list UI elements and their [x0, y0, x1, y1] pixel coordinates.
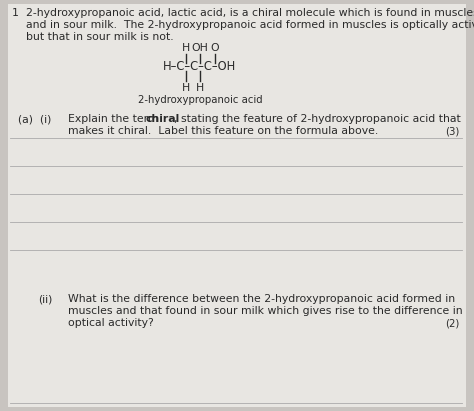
Text: What is the difference between the 2-hydroxypropanoic acid formed in: What is the difference between the 2-hyd…	[68, 294, 455, 304]
Text: H: H	[182, 43, 190, 53]
Text: but that in sour milk is not.: but that in sour milk is not.	[26, 32, 173, 42]
Text: H: H	[196, 83, 204, 93]
Text: H–C–C–C–OH: H–C–C–C–OH	[164, 60, 237, 74]
Text: (2): (2)	[446, 318, 460, 328]
Text: makes it chiral.  Label this feature on the formula above.: makes it chiral. Label this feature on t…	[68, 126, 378, 136]
Text: , stating the feature of 2-hydroxypropanoic acid that: , stating the feature of 2-hydroxypropan…	[174, 114, 461, 124]
Text: H: H	[182, 83, 190, 93]
Text: (3): (3)	[446, 126, 460, 136]
Text: 2-hydroxypropanoic acid, lactic acid, is a chiral molecule which is found in mus: 2-hydroxypropanoic acid, lactic acid, is…	[26, 8, 474, 18]
Text: O: O	[210, 43, 219, 53]
Text: 1: 1	[12, 8, 19, 18]
Text: OH: OH	[191, 43, 209, 53]
Text: optical activity?: optical activity?	[68, 318, 154, 328]
Text: (a)  (i): (a) (i)	[18, 114, 51, 124]
Text: chiral: chiral	[146, 114, 180, 124]
Text: (ii): (ii)	[38, 294, 52, 304]
Text: 2-hydroxypropanoic acid: 2-hydroxypropanoic acid	[137, 95, 262, 105]
Text: and in sour milk.  The 2-hydroxypropanoic acid formed in muscles is optically ac: and in sour milk. The 2-hydroxypropanoic…	[26, 20, 474, 30]
Text: Explain the term: Explain the term	[68, 114, 162, 124]
Text: muscles and that found in sour milk which gives rise to the difference in: muscles and that found in sour milk whic…	[68, 306, 463, 316]
